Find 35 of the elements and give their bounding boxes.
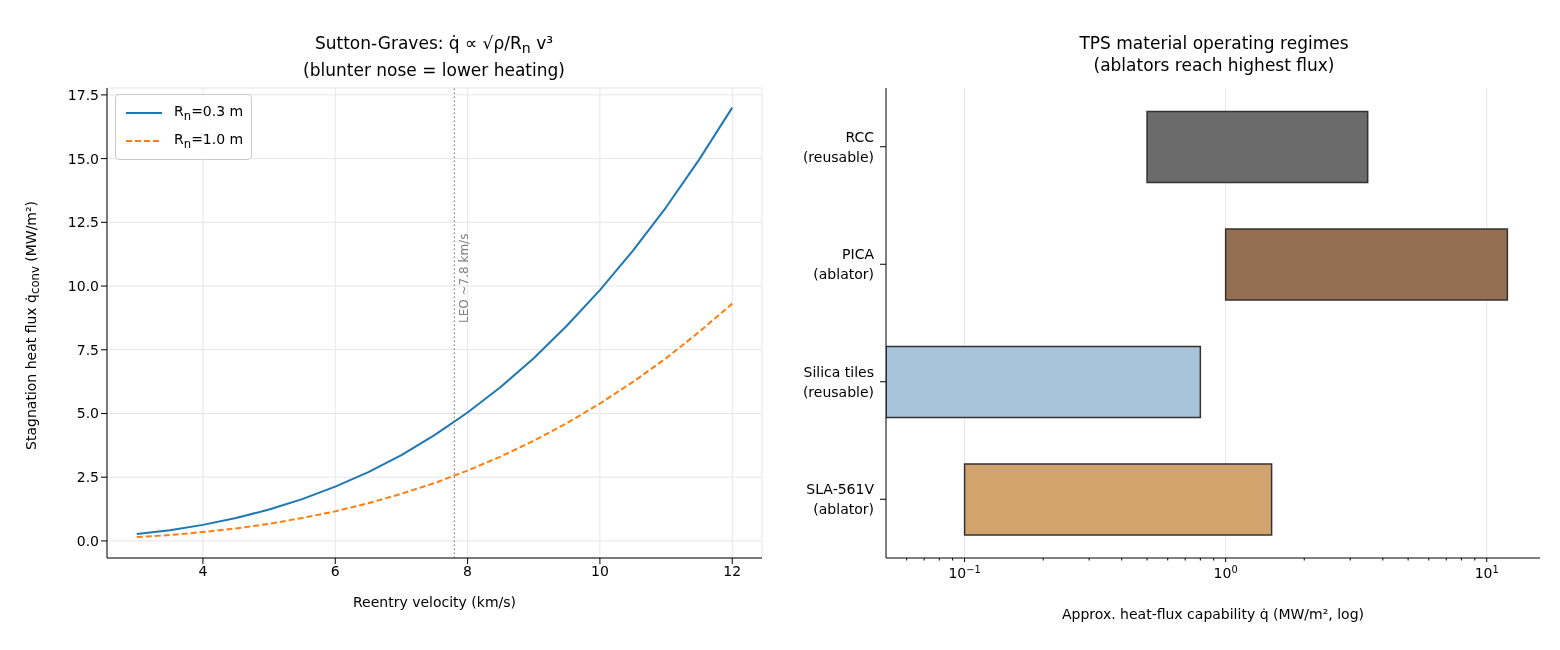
y-tick-label: 17.5	[67, 86, 99, 103]
x-tick-label: 6	[330, 562, 340, 579]
bar	[1224, 228, 1509, 301]
x-tick-label: 10$^{−1}$	[948, 563, 981, 581]
ref-line-label: LEO ~7.8 km/s	[457, 233, 472, 323]
x-tick-label: 10	[590, 562, 609, 579]
y-tick-label: RCC (reusable)	[802, 128, 875, 165]
x-tick-label: 12	[723, 562, 742, 579]
y-tick-label: SLA-561V (ablator)	[806, 481, 875, 518]
y-tick-label: 10.0	[67, 278, 99, 295]
y-tick-label: 15.0	[67, 150, 99, 167]
line-series	[135, 106, 734, 536]
y-tick-label: 12.5	[67, 214, 99, 231]
legend-label: R$_{n}$=1.0 m	[174, 131, 244, 151]
x-tick-label: 8	[463, 562, 473, 579]
y-tick-label: 7.5	[76, 341, 99, 358]
x-axis-title: Reentry velocity (km/s)	[352, 594, 517, 610]
bar	[963, 463, 1273, 536]
y-tick-label: 2.5	[76, 469, 99, 486]
y-tick-label: 5.0	[76, 405, 99, 422]
x-axis-title: Approx. heat-flux capability q̇ (MW/m², log)	[1060, 606, 1366, 622]
chart-title: Sutton-Graves: q̇ ∝ √ρ/R$_{n}$ v³	[313, 32, 555, 59]
chart-subtitle: (blunter nose = lower heating)	[302, 59, 566, 82]
x-tick-label: 10$^{0}$	[1213, 563, 1238, 581]
chart-subtitle: (ablators reach highest flux)	[1092, 54, 1336, 76]
line-series	[135, 302, 734, 539]
x-tick-label: 10$^{1}$	[1474, 563, 1499, 581]
bar	[886, 345, 1202, 419]
y-tick-label: 0.0	[76, 532, 99, 549]
y-tick-label: Silica tiles (reusable)	[802, 363, 874, 400]
x-tick-label: 4	[198, 562, 208, 579]
y-tick-label: PICA (ablator)	[813, 246, 875, 283]
chart-title: TPS material operating regimes	[1078, 32, 1350, 54]
legend-label: R$_{n}$=0.3 m	[174, 103, 244, 123]
bar	[1146, 110, 1369, 184]
